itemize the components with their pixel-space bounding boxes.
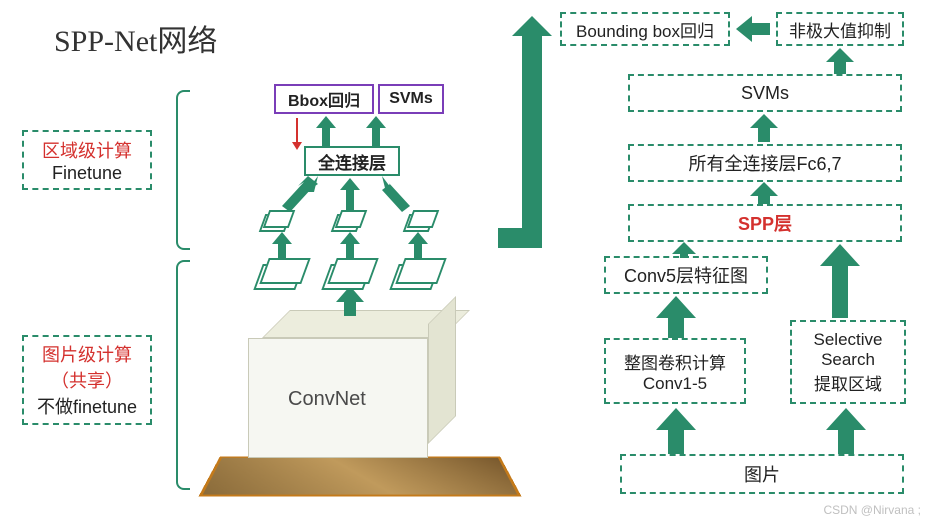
arrow-fc-up bbox=[750, 114, 778, 142]
convnet-block: ConvNet bbox=[248, 310, 458, 460]
watermark: CSDN @Nirvana ; bbox=[823, 503, 921, 517]
flow-conv15-l1: 整图卷积计算 bbox=[624, 349, 726, 374]
arrow-conv-2 bbox=[340, 178, 360, 210]
fc-label: 全连接层 bbox=[318, 149, 386, 174]
flow-image-label: 图片 bbox=[744, 461, 780, 487]
label-region-level: 区域级计算 Finetune bbox=[22, 130, 152, 190]
flow-svms-label: SVMs bbox=[741, 83, 789, 104]
label-region-l2: Finetune bbox=[52, 163, 122, 184]
flow-conv1-5: 整图卷积计算 Conv1-5 bbox=[604, 338, 746, 404]
brace-image bbox=[176, 260, 190, 490]
feature-map-1b bbox=[259, 258, 310, 284]
bbox-regression-box: Bbox回归 bbox=[274, 84, 374, 114]
arrow-img-ss bbox=[826, 408, 866, 454]
svms-box: SVMs bbox=[378, 84, 444, 114]
small-fm-3b bbox=[407, 210, 440, 228]
arrow-svms-up bbox=[826, 48, 854, 74]
flow-nms-label: 非极大值抑制 bbox=[789, 17, 891, 42]
flow-spp-label: SPP层 bbox=[738, 210, 792, 236]
label-image-l2: 不做finetune bbox=[37, 393, 137, 419]
arrow-fc-1 bbox=[316, 116, 336, 146]
input-image-plane bbox=[198, 456, 521, 496]
small-fm-2b bbox=[335, 210, 368, 228]
label-region-l1: 区域级计算 bbox=[42, 137, 132, 163]
convnet-label: ConvNet bbox=[288, 388, 366, 411]
flow-fc67: 所有全连接层Fc6,7 bbox=[628, 144, 902, 182]
diagram-title: SPP-Net网络 bbox=[54, 16, 217, 60]
arrow-fc-2 bbox=[366, 116, 386, 146]
flow-conv5: Conv5层特征图 bbox=[604, 256, 768, 294]
bbox-label: Bbox回归 bbox=[288, 87, 360, 111]
flow-spp: SPP层 bbox=[628, 204, 902, 242]
arrow-spp-up bbox=[750, 182, 778, 204]
flow-nms: 非极大值抑制 bbox=[776, 12, 904, 46]
feature-map-2b bbox=[327, 258, 378, 284]
label-image-level: 图片级计算 （共享） 不做finetune bbox=[22, 335, 152, 425]
arrow-conv-3 bbox=[382, 176, 422, 212]
arrow-conv-1 bbox=[278, 176, 318, 212]
arrow-img-conv bbox=[656, 408, 696, 454]
arrow-cube-up bbox=[336, 286, 364, 316]
flow-conv5-label: Conv5层特征图 bbox=[624, 262, 748, 288]
flow-image: 图片 bbox=[620, 454, 904, 494]
brace-region bbox=[176, 90, 190, 250]
label-image-l1: 图片级计算 bbox=[42, 341, 132, 367]
feature-map-3b bbox=[395, 258, 446, 284]
arrow-fm-1 bbox=[272, 232, 292, 258]
big-l-arrow bbox=[498, 16, 558, 256]
arrow-fm-3 bbox=[408, 232, 428, 258]
small-fm-1b bbox=[263, 210, 296, 228]
flow-bbox-regression: Bounding box回归 bbox=[560, 12, 730, 46]
flow-ss-l1: Selective bbox=[814, 330, 883, 350]
flow-conv15-l2: Conv1-5 bbox=[643, 374, 707, 394]
arrow-fm-2 bbox=[340, 232, 360, 258]
flow-fc67-label: 所有全连接层Fc6,7 bbox=[688, 150, 841, 176]
fc-layer-box: 全连接层 bbox=[304, 146, 400, 176]
arrow-nms-to-bbox bbox=[736, 16, 770, 42]
flow-bbox-label: Bounding box回归 bbox=[576, 17, 714, 42]
svms-label: SVMs bbox=[389, 90, 433, 108]
label-image-l1b: （共享） bbox=[51, 367, 123, 393]
arrow-ss-up bbox=[820, 244, 860, 318]
flow-selective-search: Selective Search 提取区域 bbox=[790, 320, 906, 404]
flow-svms: SVMs bbox=[628, 74, 902, 112]
flow-ss-l2: Search bbox=[821, 350, 875, 370]
arrow-conv5-up bbox=[672, 242, 696, 258]
flow-ss-l3: 提取区域 bbox=[814, 370, 882, 395]
arrow-conv15-up bbox=[656, 296, 696, 338]
red-arrow-down bbox=[296, 118, 298, 144]
